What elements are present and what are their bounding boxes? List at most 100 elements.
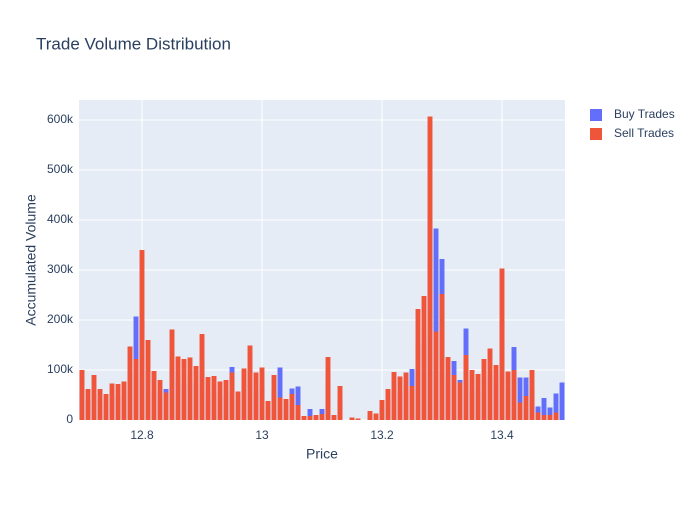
bar [301,416,307,420]
chart-title: Trade Volume Distribution [36,34,231,53]
bar [307,409,313,420]
bar [481,359,487,420]
y-tick-label: 600k [47,112,74,126]
bar [115,384,121,420]
bar [319,414,325,420]
y-tick-label: 300k [47,262,74,276]
bar [415,309,421,420]
bar [469,370,475,420]
bar [547,407,553,420]
bar [277,367,283,420]
bar [439,294,445,420]
legend-label: Buy Trades [614,107,675,121]
bar [409,386,415,420]
legend-label: Sell Trades [614,126,674,140]
bar [325,357,331,420]
legend-swatch [590,128,602,140]
bar [391,372,397,420]
bar [451,375,457,420]
bar [367,411,373,420]
bar [289,394,295,420]
bar [397,376,403,420]
bar [433,331,439,420]
bar [475,374,481,420]
bar [499,268,505,420]
y-tick-label: 100k [47,362,74,376]
bar [145,340,151,420]
bar [553,393,559,420]
bar [223,380,229,420]
bar [85,389,91,420]
bar [187,357,193,420]
bar [505,371,511,420]
y-tick-label: 0 [66,412,73,426]
bar [181,359,187,420]
bar [79,370,85,420]
bar [403,372,409,420]
bar [523,396,529,420]
bar [517,377,523,420]
bar [427,116,433,420]
bar [127,346,133,420]
bar [535,412,541,420]
bar [97,389,103,420]
bar [385,389,391,420]
bar [121,381,127,420]
bar [169,329,175,420]
bar [247,345,253,420]
bar [295,386,301,420]
bar [559,382,565,420]
bar [259,367,265,420]
bar [529,370,535,420]
bar [103,394,109,420]
x-tick-label: 12.8 [130,428,154,442]
legend-swatch [590,109,602,121]
bar [109,383,115,420]
bar [163,392,169,420]
bar [349,417,355,420]
bar [445,357,451,420]
bar [133,359,139,420]
bar [511,370,517,420]
x-tick-label: 13 [255,428,269,442]
bar [517,402,523,420]
bar [193,366,199,420]
bar [241,368,247,420]
bar [157,380,163,420]
bar [271,375,277,420]
bar [493,365,499,420]
y-tick-label: 400k [47,212,74,226]
bar [373,413,379,420]
bar [307,416,313,420]
bar [199,334,205,420]
bar [421,296,427,420]
x-axis-title: Price [306,446,338,462]
bar [487,348,493,420]
bar [379,400,385,420]
x-tick-label: 13.2 [370,428,394,442]
bar [211,376,217,420]
bar [433,228,439,420]
bar [265,401,271,420]
bar [91,375,97,420]
bar [331,415,337,420]
bar [283,399,289,420]
bar [547,415,553,420]
bar [253,372,259,420]
y-tick-label: 200k [47,312,74,326]
bar [229,372,235,420]
bar [457,382,463,420]
bar [151,371,157,420]
bar [463,355,469,420]
bar [541,398,547,420]
bar [313,415,319,420]
bar [553,412,559,420]
bar [235,391,241,420]
x-tick-label: 13.4 [490,428,514,442]
bar [295,405,301,420]
bar [139,250,145,420]
bar [277,397,283,420]
bar [541,415,547,420]
y-axis-title: Accumulated Volume [23,194,39,326]
